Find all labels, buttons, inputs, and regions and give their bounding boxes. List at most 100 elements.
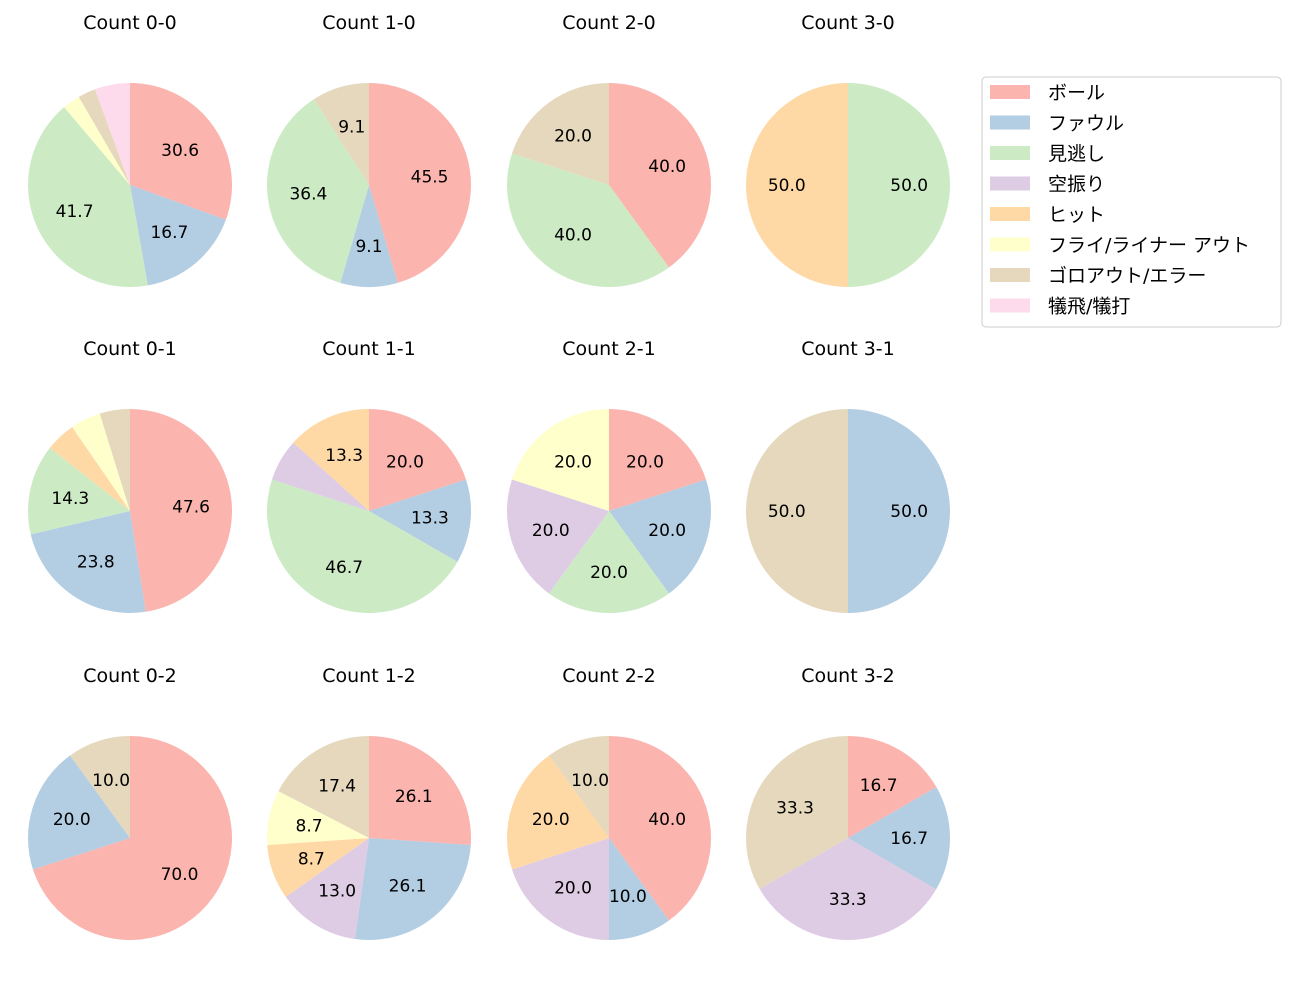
- pie-title: Count 2-2: [562, 665, 656, 687]
- legend-frame: [981, 76, 1282, 328]
- slice-label: 23.8: [77, 553, 115, 573]
- pie-title: Count 0-1: [83, 338, 177, 360]
- legend-swatch: [990, 237, 1030, 252]
- legend-swatch: [990, 298, 1030, 313]
- slice-0: [609, 83, 712, 268]
- slice-1: [30, 511, 146, 614]
- slice-1: [609, 479, 712, 594]
- slice-6: [549, 736, 609, 838]
- slice-label: 17.4: [318, 777, 356, 797]
- slice-1: [130, 185, 226, 286]
- pie-title: Count 1-1: [322, 338, 416, 360]
- slice-2: [27, 447, 130, 535]
- slice-label: 20.0: [532, 810, 570, 830]
- slice-label: 50.0: [890, 502, 928, 522]
- slice-label: 20.0: [386, 452, 424, 472]
- slice-5: [64, 96, 130, 185]
- slice-2: [27, 107, 148, 287]
- slice-label: 20.0: [626, 452, 664, 472]
- slice-4: [293, 409, 369, 511]
- slice-label: 33.3: [776, 798, 814, 818]
- slice-7: [94, 83, 130, 185]
- slice-3: [511, 838, 609, 940]
- pie-count-0-2: Count 0-2 70.0 20.010.0: [28, 665, 233, 940]
- pie-title: Count 0-2: [83, 665, 177, 687]
- slice-label: 33.3: [829, 890, 867, 910]
- pie-count-1-1: Count 1-1 20.0 13.3 46.7 13.3: [267, 338, 471, 613]
- slice-label: 40.0: [554, 226, 592, 246]
- slice-0: [130, 83, 233, 220]
- slice-1: [354, 838, 471, 940]
- pie-title: Count 2-0: [562, 12, 656, 34]
- slice-0: [609, 409, 707, 511]
- slice-2: [507, 153, 669, 287]
- slice-label: 10.0: [571, 771, 609, 791]
- slice-label: 10.0: [609, 887, 647, 907]
- slice-6: [746, 409, 848, 613]
- slice-label: 20.0: [554, 879, 592, 899]
- slice-0: [369, 83, 472, 283]
- legend-label: フライ/ライナー アウト: [1048, 235, 1250, 257]
- pie-count-2-0: Count 2-0 40.0 40.0 20.0: [507, 12, 712, 287]
- slice-6: [511, 83, 609, 185]
- legend-label: 犠飛/犠打: [1048, 296, 1130, 318]
- pie-title: Count 3-1: [801, 338, 895, 360]
- slice-5: [267, 791, 369, 846]
- pie-title: Count 0-0: [83, 12, 177, 34]
- slice-label: 9.1: [355, 237, 382, 257]
- legend-swatch: [990, 115, 1030, 130]
- slice-label: 20.0: [648, 521, 686, 541]
- pie-count-3-1: Count 3-1 50.0 50.0: [746, 338, 950, 613]
- legend-swatch: [990, 207, 1030, 221]
- legend-label: ボール: [1048, 82, 1105, 104]
- slice-0: [32, 736, 233, 940]
- pie-count-0-1: Count 0-1 47.6 23.8 14.3: [27, 338, 233, 614]
- slice-1: [848, 787, 950, 890]
- slice-2: [549, 511, 669, 613]
- slice-label: 50.0: [768, 502, 806, 522]
- slice-4: [746, 83, 848, 287]
- slice-3: [507, 479, 609, 594]
- slice-label: 36.4: [289, 185, 327, 205]
- slice-5: [511, 409, 609, 511]
- slice-label: 13.3: [325, 446, 363, 466]
- legend-label: 見逃し: [1048, 143, 1105, 165]
- slice-0: [848, 736, 937, 838]
- pie-title: Count 1-0: [322, 12, 416, 34]
- slice-label: 30.6: [161, 141, 199, 161]
- slice-2: [848, 83, 950, 287]
- legend-label: ヒット: [1048, 204, 1105, 226]
- slice-4: [267, 838, 369, 897]
- slice-label: 47.6: [172, 497, 210, 517]
- slice-label: 8.7: [298, 850, 325, 870]
- slice-label: 20.0: [532, 521, 570, 541]
- slice-0: [609, 736, 712, 921]
- legend-swatch: [990, 146, 1030, 160]
- slice-label: 16.7: [860, 776, 898, 796]
- pie-count-0-0: Count 0-0 30.6 16.7 41.7: [27, 12, 233, 287]
- slice-label: 20.0: [590, 563, 628, 583]
- slice-4: [49, 426, 130, 511]
- slice-6: [99, 409, 130, 511]
- pie-count-2-2: Count 2-240.010.020.020.010.0: [507, 665, 712, 941]
- slice-label: 45.5: [411, 167, 449, 187]
- slice-6: [313, 83, 369, 185]
- slice-1: [340, 185, 398, 288]
- pie-count-3-2: Count 3-2 16.7 16.7 33.3 33.3: [745, 665, 950, 941]
- slice-1: [609, 838, 669, 941]
- slice-0: [369, 736, 472, 846]
- legend-swatch: [990, 176, 1030, 191]
- slice-label: 70.0: [161, 865, 199, 885]
- slice-2: [267, 99, 369, 283]
- slice-label: 13.3: [411, 508, 449, 528]
- slice-6: [745, 736, 848, 889]
- slice-label: 26.1: [389, 877, 427, 897]
- slice-3: [285, 838, 369, 940]
- legend-swatch: [990, 268, 1030, 282]
- slice-label: 40.0: [648, 157, 686, 177]
- pie-count-3-0: Count 3-0 50.0 50.0: [746, 12, 950, 287]
- slice-6: [70, 736, 130, 838]
- slice-6: [78, 89, 130, 185]
- pie-title: Count 3-0: [801, 12, 895, 34]
